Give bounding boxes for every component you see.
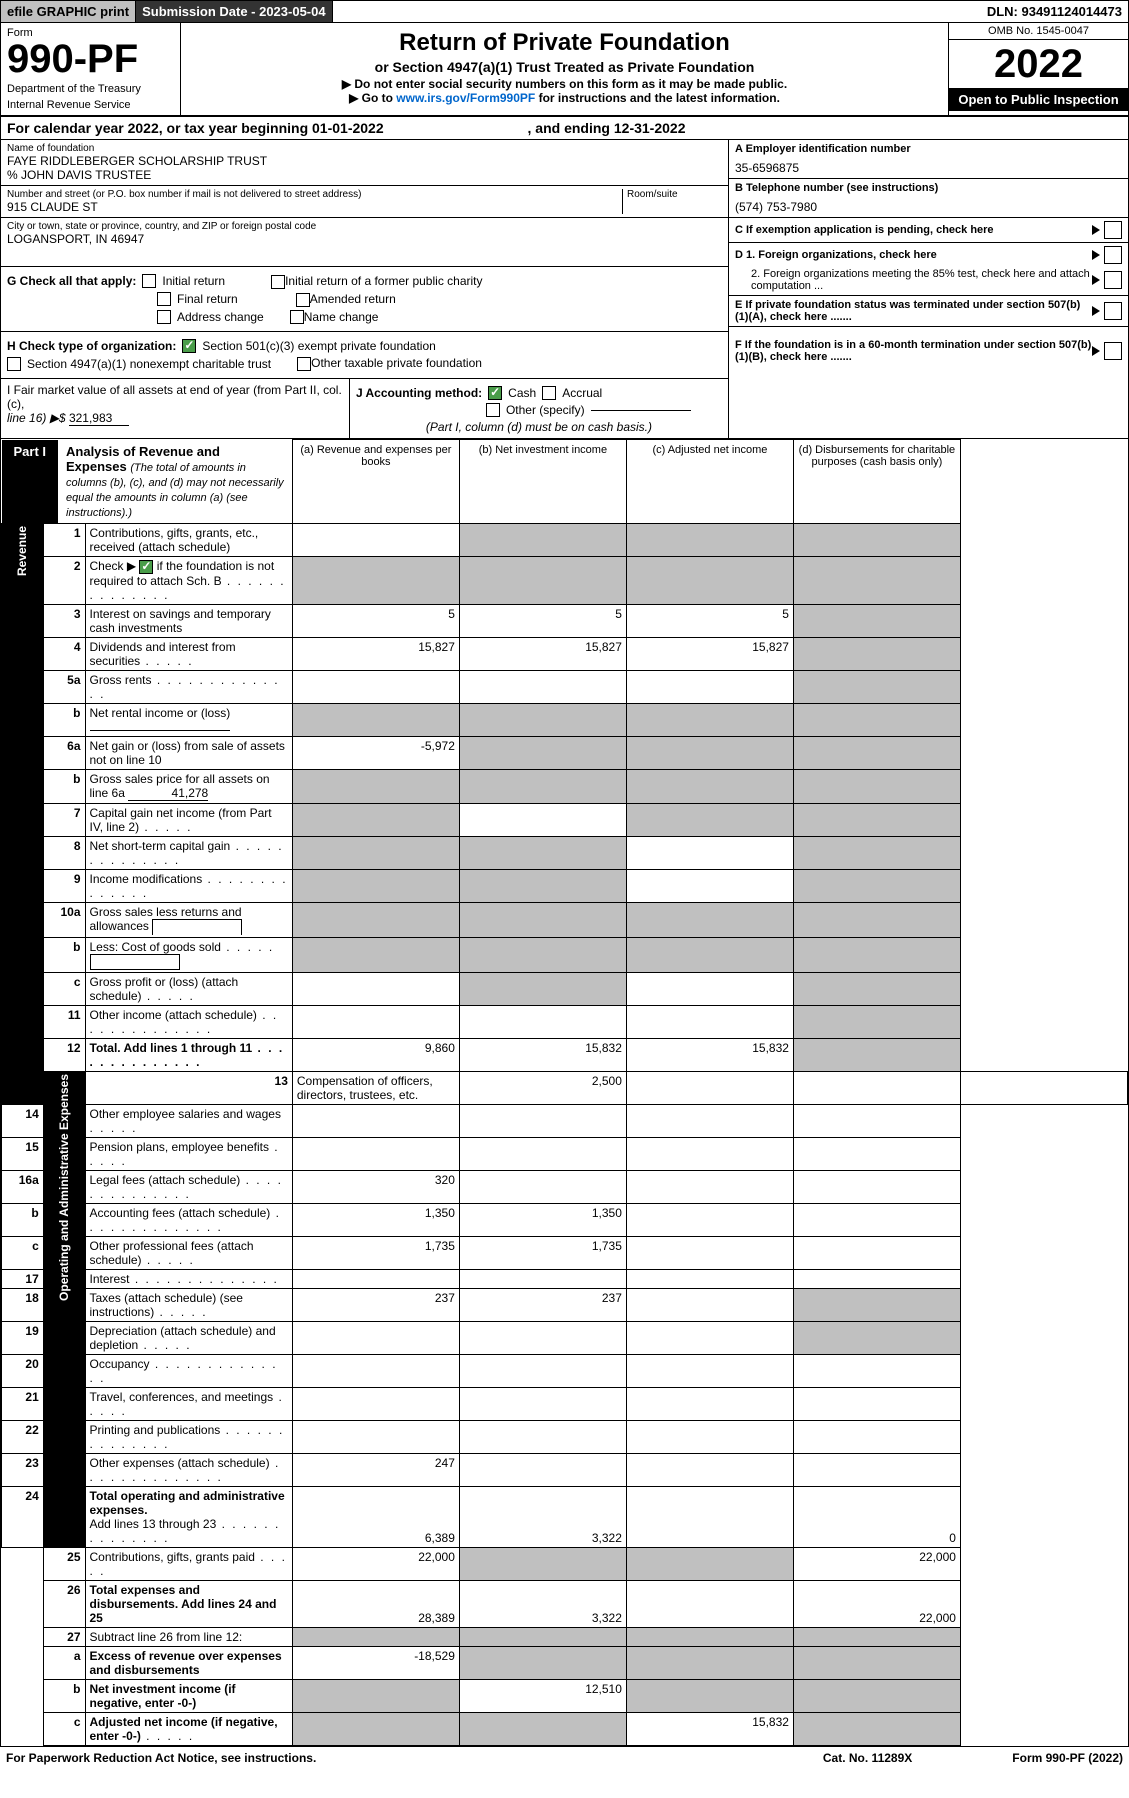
footer: For Paperwork Reduction Act Notice, see … [0,1747,1129,1769]
col-c: (c) Adjusted net income [626,440,793,524]
arrow-icon [1092,346,1100,356]
e-checkbox[interactable] [1104,302,1122,320]
name-label: Name of foundation [7,143,722,154]
calendar-year-row: For calendar year 2022, or tax year begi… [1,117,1128,140]
d1-checkbox[interactable] [1104,246,1122,264]
ssn-warning: ▶ Do not enter social security numbers o… [187,77,942,91]
a-label: A Employer identification number [735,143,911,155]
arrow-icon [1092,225,1100,235]
name-change-checkbox[interactable] [290,310,304,324]
foundation-name: FAYE RIDDLEBERGER SCHOLARSHIP TRUST [7,154,722,168]
b-label: B Telephone number (see instructions) [735,182,938,194]
foundation-info: Name of foundation FAYE RIDDLEBERGER SCH… [1,140,1128,439]
col-b: (b) Net investment income [459,440,626,524]
c-label: C If exemption application is pending, c… [735,224,1092,236]
goto-line: ▶ Go to www.irs.gov/Form990PF for instru… [187,91,942,105]
f-label: F If the foundation is in a 60-month ter… [735,339,1092,363]
schb-checkbox[interactable] [139,560,153,574]
open-public: Open to Public Inspection [949,88,1128,111]
efile-label: efile GRAPHIC print [1,1,136,22]
omb-no: OMB No. 1545-0047 [949,23,1128,40]
expenses-side: Operating and Administrative Expenses [43,1071,85,1547]
initial-return-checkbox[interactable] [142,274,156,288]
4947-checkbox[interactable] [7,357,21,371]
i-label: I Fair market value of all assets at end… [7,383,343,411]
irs: Internal Revenue Service [7,99,174,111]
submission-date: Submission Date - 2023-05-04 [136,1,333,22]
form-number: 990-PF [7,39,174,79]
part1-table: Part I Analysis of Revenue and Expenses … [1,439,1128,1745]
d1-label: D 1. Foreign organizations, check here [735,249,1092,261]
city-label: City or town, state or province, country… [7,221,722,232]
revenue-side: Revenue [2,523,44,1104]
part1-tab: Part I [2,440,59,523]
accrual-checkbox[interactable] [542,386,556,400]
amended-checkbox[interactable] [296,293,310,307]
form-header: Form 990-PF Department of the Treasury I… [1,23,1128,117]
phone: (574) 753-7980 [735,200,1122,214]
initial-former-checkbox[interactable] [271,275,285,289]
col-d: (d) Disbursements for charitable purpose… [793,440,960,524]
cat-no: Cat. No. 11289X [823,1751,912,1765]
f-checkbox[interactable] [1104,342,1122,360]
room-label: Room/suite [627,189,722,200]
col-a: (a) Revenue and expenses per books [292,440,459,524]
501c3-checkbox[interactable] [182,339,196,353]
tax-year: 2022 [949,40,1128,88]
fmv-value: 321,983 [69,411,129,426]
e-label: E If private foundation status was termi… [735,299,1092,323]
c-checkbox[interactable] [1104,221,1122,239]
paperwork-notice: For Paperwork Reduction Act Notice, see … [6,1751,316,1765]
arrow-icon [1092,275,1100,285]
form-subtitle: or Section 4947(a)(1) Trust Treated as P… [187,59,942,75]
other-method-checkbox[interactable] [486,403,500,417]
irs-link[interactable]: www.irs.gov/Form990PF [396,91,535,105]
other-taxable-checkbox[interactable] [297,357,311,371]
form-ref: Form 990-PF (2022) [1012,1751,1123,1765]
arrow-icon [1092,306,1100,316]
cash-checkbox[interactable] [488,386,502,400]
addr-label: Number and street (or P.O. box number if… [7,189,622,200]
address-change-checkbox[interactable] [157,310,171,324]
d2-checkbox[interactable] [1104,271,1122,289]
h-label: H Check type of organization: [7,339,176,353]
arrow-icon [1092,250,1100,260]
j-note: (Part I, column (d) must be on cash basi… [426,420,652,434]
top-bar: efile GRAPHIC print Submission Date - 20… [1,1,1128,23]
form-title: Return of Private Foundation [187,29,942,57]
city-state: LOGANSPORT, IN 46947 [7,232,722,246]
dln: DLN: 93491124014473 [981,1,1128,22]
final-return-checkbox[interactable] [157,292,171,306]
address: 915 CLAUDE ST [7,200,622,214]
j-label: J Accounting method: [356,386,482,400]
g-label: G Check all that apply: [7,274,136,288]
d2-label: 2. Foreign organizations meeting the 85%… [735,268,1092,292]
foundation-name2: % JOHN DAVIS TRUSTEE [7,168,722,182]
dept-treasury: Department of the Treasury [7,83,174,95]
ein: 35-6596875 [735,161,1122,175]
